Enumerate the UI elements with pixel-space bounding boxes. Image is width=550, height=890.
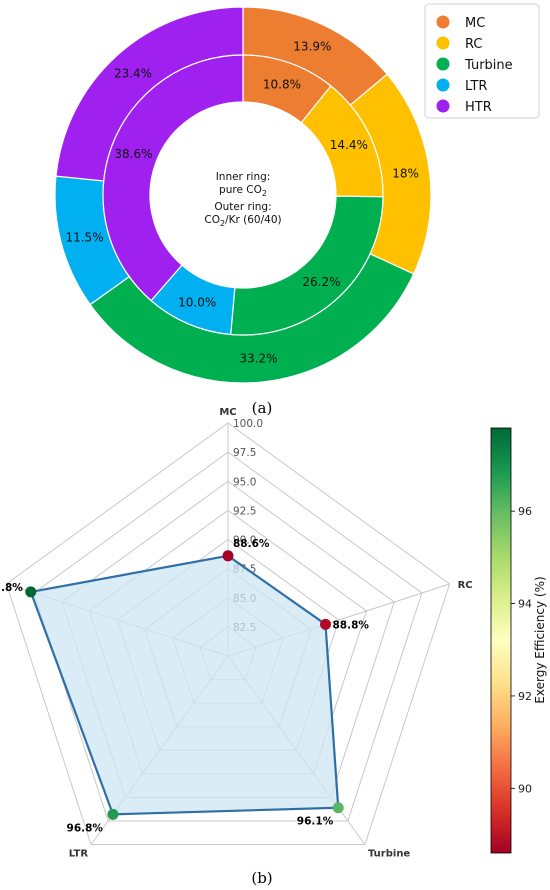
donut-chart: 13.9% 18% 33.2% 11.5% 23.4% 10.8% 14.4% 26.2% 10… <box>54 6 432 384</box>
marker-htr <box>25 586 37 598</box>
radar-polygon <box>29 554 340 816</box>
donut-percent-labels: 13.9% 18% 33.2% 11.5% 23.4% 10.8% 14.4% 26.2% 10… <box>65 39 418 365</box>
radial-tick-95-0: 95.0 <box>233 476 256 488</box>
marker-turbine <box>332 802 344 814</box>
radial-tick-92-5: 92.5 <box>233 505 256 517</box>
grid-ring-97-5 <box>33 451 423 822</box>
legend-frame <box>424 3 540 119</box>
marker-ltr <box>107 808 119 820</box>
legend-marker-mc <box>436 15 450 29</box>
legend-marker-ltr <box>436 78 450 92</box>
center-text-line1: Inner ring: <box>216 171 271 183</box>
inner-label-mc: 10.8% <box>263 78 301 92</box>
legend-label-mc: MC <box>465 16 485 31</box>
marker-mc <box>222 550 234 562</box>
legend-label-turbine: Turbine <box>464 58 513 73</box>
colorbar-tick-90: 90 <box>518 782 532 795</box>
legend-label-htr: HTR <box>465 100 492 115</box>
outer-label-htr: 23.4% <box>114 66 152 80</box>
outer-label-turbine: 33.2% <box>239 351 277 365</box>
radial-tick-97-5: 97.5 <box>233 447 256 459</box>
panel-label-a: (a) <box>252 399 273 417</box>
outer-ring <box>54 6 432 384</box>
value-label-rc: 88.8% <box>333 619 370 631</box>
inner-label-turbine: 26.2% <box>302 275 340 289</box>
axis-label-turbine: Turbine <box>368 849 410 860</box>
value-label-ltr: 96.8% <box>67 822 104 834</box>
outer-label-ltr: 11.5% <box>65 230 103 244</box>
legend-label-ltr: LTR <box>465 79 487 94</box>
colorbar-tick-94: 94 <box>518 598 532 611</box>
inner-ring <box>102 54 384 336</box>
legend-marker-turbine <box>436 57 450 71</box>
marker-rc <box>320 618 332 630</box>
colorbar-ticks: 90 92 94 96 <box>511 505 532 795</box>
center-text-line2: pure CO2 <box>219 184 267 198</box>
center-text-line4: CO2/Kr (60/40) <box>204 214 281 228</box>
radar-data: 88.6% 88.8% 96.1% 96.8% 97.8% <box>0 538 369 835</box>
colorbar: 90 92 94 96 Exergy Efficiency (%) <box>490 427 547 854</box>
donut-legend: MC RC Turbine LTR HTR <box>424 3 540 119</box>
inner-label-rc: 14.4% <box>330 138 368 152</box>
grid-ring-100 <box>5 422 451 846</box>
axis-label-mc: MC <box>219 407 236 418</box>
value-label-turbine: 96.1% <box>297 816 334 828</box>
legend-marker-htr <box>436 99 450 113</box>
colorbar-tick-92: 92 <box>518 690 532 703</box>
inner-label-htr: 38.6% <box>114 147 152 161</box>
radial-tick-100-0: 100.0 <box>233 418 263 430</box>
legend-label-rc: RC <box>465 37 482 52</box>
inner-slice-htr <box>102 54 244 302</box>
value-label-htr: 97.8% <box>0 582 23 594</box>
colorbar-tick-96: 96 <box>518 505 532 518</box>
value-label-mc: 88.6% <box>233 538 270 550</box>
colorbar-label: Exergy Efficiency (%) <box>533 576 547 703</box>
colorbar-gradient <box>490 427 512 854</box>
radial-tick-90-0: 90.0 <box>233 535 256 547</box>
outer-label-rc: 18% <box>392 166 419 180</box>
panel-label-b: (b) <box>251 869 272 887</box>
legend-marker-rc <box>436 36 450 50</box>
outer-label-mc: 13.9% <box>293 39 331 53</box>
axis-label-ltr: LTR <box>69 849 89 860</box>
axis-label-rc: RC <box>458 580 473 591</box>
inner-label-ltr: 10.0% <box>178 296 216 310</box>
center-text-line3: Outer ring: <box>214 201 271 213</box>
